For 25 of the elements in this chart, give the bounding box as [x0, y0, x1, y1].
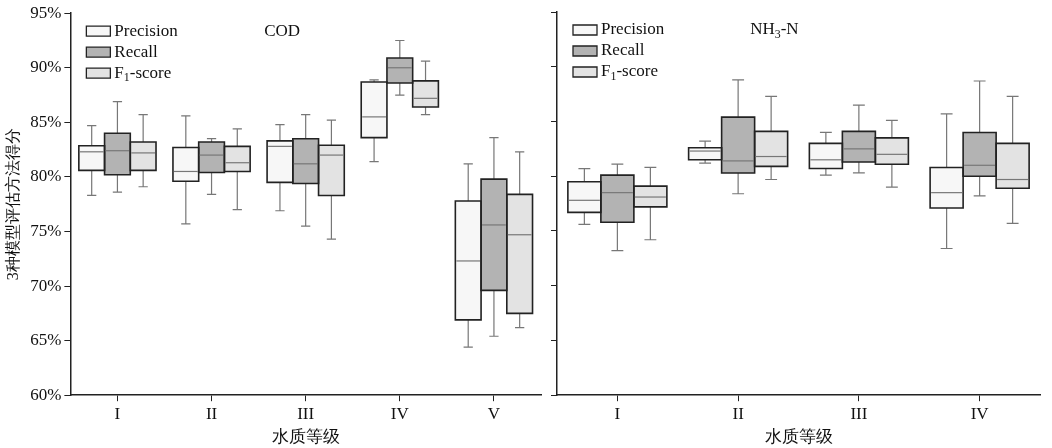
y-axis-title: 3种模型评估方法得分 — [3, 128, 21, 281]
y-tick-label: 70% — [30, 275, 62, 295]
y-tick-label: 65% — [30, 330, 62, 350]
chart-title: COD — [264, 20, 301, 40]
legend-label: Precision — [601, 19, 665, 39]
y-tick-label: 60% — [30, 384, 62, 404]
x-tick-label: V — [487, 403, 501, 423]
y-tick-label: 80% — [30, 166, 62, 186]
x-tick-label: III — [850, 403, 868, 423]
y-tick-label: 85% — [30, 111, 62, 131]
legend-label: Precision — [114, 20, 179, 40]
x-tick-label: III — [297, 403, 315, 423]
x-tick-label: IV — [970, 403, 990, 423]
y-tick-label: 90% — [30, 57, 62, 77]
x-axis-title: 水质等级 — [764, 427, 833, 447]
x-tick-label: II — [205, 403, 218, 423]
legend-label: Recall — [601, 40, 645, 60]
x-axis-title: 水质等级 — [271, 427, 340, 447]
x-tick-label: II — [732, 403, 745, 423]
y-tick-label: 75% — [30, 220, 62, 240]
x-tick-label: I — [614, 403, 621, 423]
x-tick-label: IV — [390, 403, 410, 423]
y-tick-label: 95% — [30, 2, 62, 22]
x-tick-label: I — [114, 403, 121, 423]
legend-label: Recall — [114, 41, 159, 61]
